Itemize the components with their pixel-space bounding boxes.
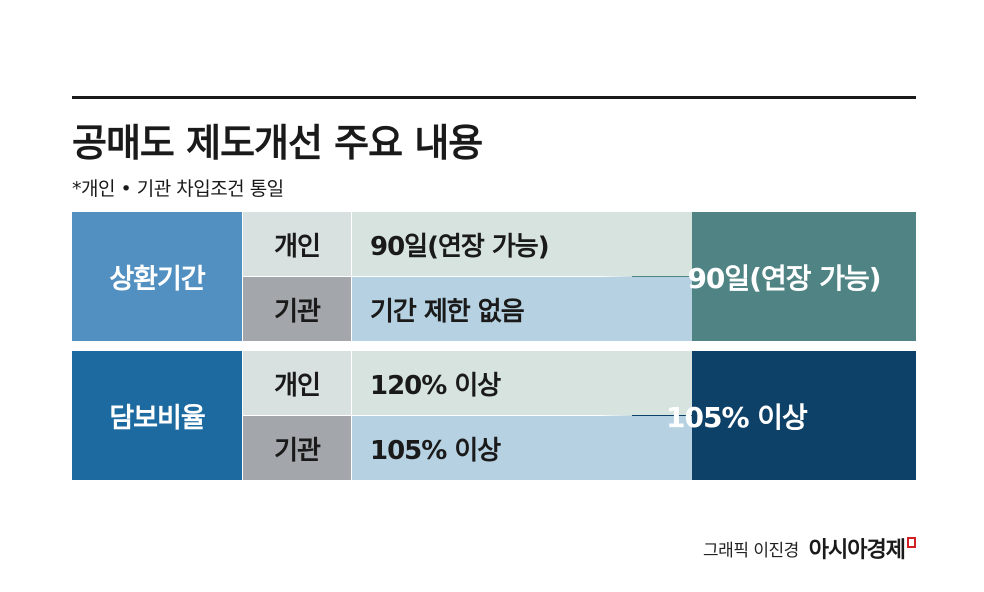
result-text: 90일(연장 가능) bbox=[687, 261, 881, 295]
credit-line: 그래픽 이진경 아시아경제 bbox=[703, 532, 916, 564]
tip-row2 bbox=[598, 415, 632, 480]
brand-mark-icon bbox=[907, 536, 916, 548]
row-repayment-period: 상환기간 개인 기관 90일(연장 가능) 기간 제한 없음 90일(연장 가능… bbox=[72, 212, 916, 341]
value-arrow-tips bbox=[598, 351, 632, 480]
brand-logo: 아시아경제 bbox=[808, 538, 906, 563]
subtitle-note: *개인 • 기관 차입조건 통일 bbox=[72, 178, 284, 200]
value-individual: 90일(연장 가능) bbox=[352, 212, 692, 276]
value-institution: 기간 제한 없음 bbox=[352, 277, 692, 341]
value-arrow-tips bbox=[598, 212, 632, 341]
tip-row1 bbox=[598, 212, 632, 277]
tip-row2 bbox=[598, 276, 632, 341]
row-collateral-ratio: 담보비율 개인 기관 120% 이상 105% 이상 105% 이상 bbox=[72, 351, 916, 480]
category-cell: 상환기간 bbox=[72, 212, 242, 341]
value-institution: 105% 이상 bbox=[352, 416, 692, 480]
tip-row1 bbox=[598, 351, 632, 416]
label-individual: 개인 bbox=[243, 212, 351, 276]
result-text: 105% 이상 bbox=[666, 400, 808, 434]
category-cell: 담보비율 bbox=[72, 351, 242, 480]
top-rule bbox=[72, 96, 916, 99]
page-title: 공매도 제도개선 주요 내용 bbox=[72, 121, 483, 165]
label-individual: 개인 bbox=[243, 351, 351, 415]
value-individual: 120% 이상 bbox=[352, 351, 692, 415]
label-institution: 기관 bbox=[243, 277, 351, 341]
label-institution: 기관 bbox=[243, 416, 351, 480]
graphic-credit: 그래픽 이진경 bbox=[703, 540, 799, 561]
